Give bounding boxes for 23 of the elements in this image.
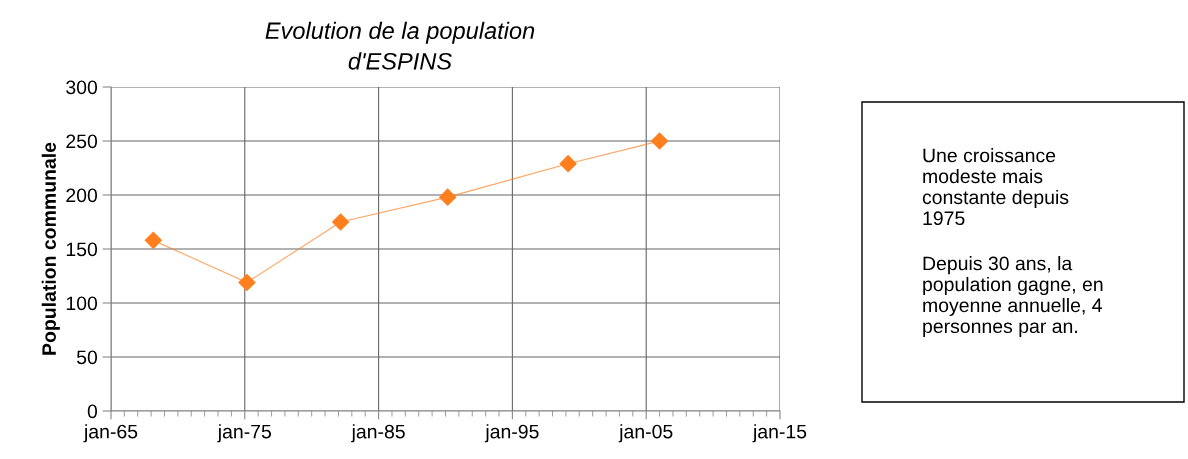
point [144,231,162,249]
x-tick-label: jan-65 [83,424,138,443]
y-tick-label: 50 [76,350,98,365]
point [439,188,457,206]
point [332,213,350,231]
y-tick-label: 100 [66,296,98,311]
point [238,273,256,292]
text: Une croissance modeste mais constante depuis 1975 [922,148,1069,226]
y-tick-label: 0 [87,404,98,419]
x-tick-label: jan-15 [752,424,807,443]
point [559,155,577,173]
x-tick-label: jan-85 [351,424,405,443]
x-tick-label: jan-05 [618,424,673,443]
y-tick-label: 200 [66,188,98,203]
text: Depuis 30 ans, la population gagne, en moyenne annuelle, 4 personnes par an. [923,256,1103,337]
y-tick-label: 150 [66,242,98,257]
point [651,132,669,150]
x-tick-label: jan-75 [217,424,271,443]
y-axis-title: Population communale [41,142,60,355]
x-tick-label: jan-95 [484,424,539,443]
y-tick-label: 300 [66,80,98,95]
chart-title: Evolution de la population d'ESPINS [265,21,535,70]
y-tick-label: 250 [66,134,98,149]
